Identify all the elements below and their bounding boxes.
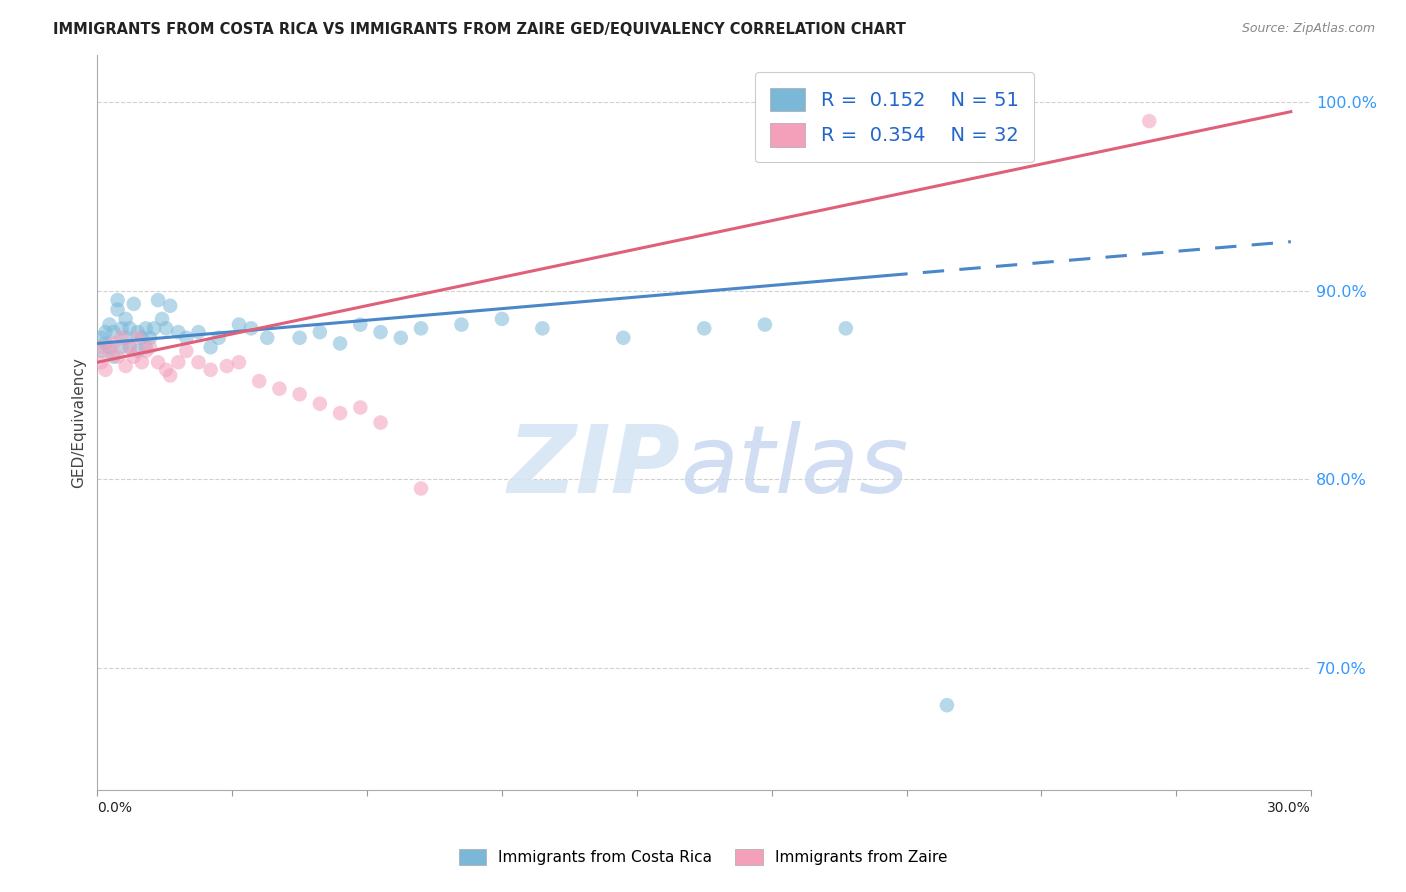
Point (409, 482, 432, 496)
Point (90, 343, 112, 358)
Point (370, 416, 392, 430)
Point (98, 343, 121, 358)
Point (111, 340, 134, 354)
Point (754, 318, 776, 332)
Point (90, 355, 112, 369)
Point (114, 359, 136, 373)
Point (215, 359, 238, 373)
Point (176, 343, 198, 358)
Point (370, 325, 392, 339)
Point (155, 321, 177, 335)
Point (94, 325, 117, 339)
Point (450, 318, 472, 332)
Point (114, 331, 136, 345)
Text: 30.0%: 30.0% (1267, 801, 1310, 815)
Text: 0.0%: 0.0% (97, 801, 132, 815)
Point (146, 293, 169, 307)
Point (127, 343, 149, 358)
Point (103, 336, 125, 351)
Point (288, 387, 311, 401)
Text: ZIP: ZIP (508, 421, 681, 513)
Point (936, 698, 959, 713)
Point (118, 340, 141, 354)
Legend: Immigrants from Costa Rica, Immigrants from Zaire: Immigrants from Costa Rica, Immigrants f… (453, 843, 953, 871)
Point (127, 331, 149, 345)
Point (139, 340, 162, 354)
Point (103, 350, 125, 364)
Point (288, 331, 311, 345)
Point (122, 297, 145, 311)
Point (329, 336, 352, 351)
Point (111, 321, 134, 335)
Point (228, 355, 250, 369)
Point (349, 318, 371, 332)
Point (118, 340, 141, 354)
Point (114, 312, 136, 326)
Point (491, 312, 513, 326)
Point (127, 325, 149, 339)
Point (349, 401, 371, 415)
Point (131, 355, 153, 369)
Point (531, 321, 554, 335)
Point (135, 340, 157, 354)
Point (155, 363, 177, 377)
Point (176, 331, 198, 345)
Point (200, 340, 222, 354)
Point (146, 355, 169, 369)
Point (159, 299, 181, 313)
Point (107, 293, 129, 307)
Point (228, 318, 250, 332)
Point (107, 302, 129, 317)
Point (94, 336, 117, 351)
Text: IMMIGRANTS FROM COSTA RICA VS IMMIGRANTS FROM ZAIRE GED/EQUIVALENCY CORRELATION : IMMIGRANTS FROM COSTA RICA VS IMMIGRANTS… (53, 22, 907, 37)
Point (94, 363, 117, 377)
Point (309, 397, 332, 411)
Point (247, 374, 270, 388)
Point (98, 318, 121, 332)
Point (612, 331, 634, 345)
Point (143, 321, 166, 335)
Text: Source: ZipAtlas.com: Source: ZipAtlas.com (1241, 22, 1375, 36)
Text: atlas: atlas (681, 421, 908, 512)
Y-axis label: GED/Equivalency: GED/Equivalency (72, 357, 86, 488)
Point (693, 321, 716, 335)
Point (150, 312, 173, 326)
Point (329, 406, 352, 420)
Point (159, 368, 181, 383)
Point (139, 331, 162, 345)
Point (90, 331, 112, 345)
Point (269, 382, 291, 396)
Point (1137, 114, 1160, 128)
Point (111, 331, 134, 345)
Point (107, 350, 129, 364)
Point (122, 350, 145, 364)
Point (131, 331, 153, 345)
Point (409, 321, 432, 335)
Legend: R =  0.152    N = 51, R =  0.354    N = 32: R = 0.152 N = 51, R = 0.354 N = 32 (755, 72, 1035, 162)
Point (240, 321, 263, 335)
Point (187, 355, 209, 369)
Point (98, 340, 121, 354)
Point (135, 343, 157, 358)
Point (135, 321, 157, 335)
Point (208, 331, 231, 345)
Point (118, 321, 141, 335)
Point (167, 355, 190, 369)
Point (167, 325, 190, 339)
Point (187, 325, 209, 339)
Point (90, 340, 112, 354)
Point (835, 321, 858, 335)
Point (103, 325, 125, 339)
Point (389, 331, 412, 345)
Point (256, 331, 278, 345)
Point (200, 363, 222, 377)
Point (309, 325, 332, 339)
